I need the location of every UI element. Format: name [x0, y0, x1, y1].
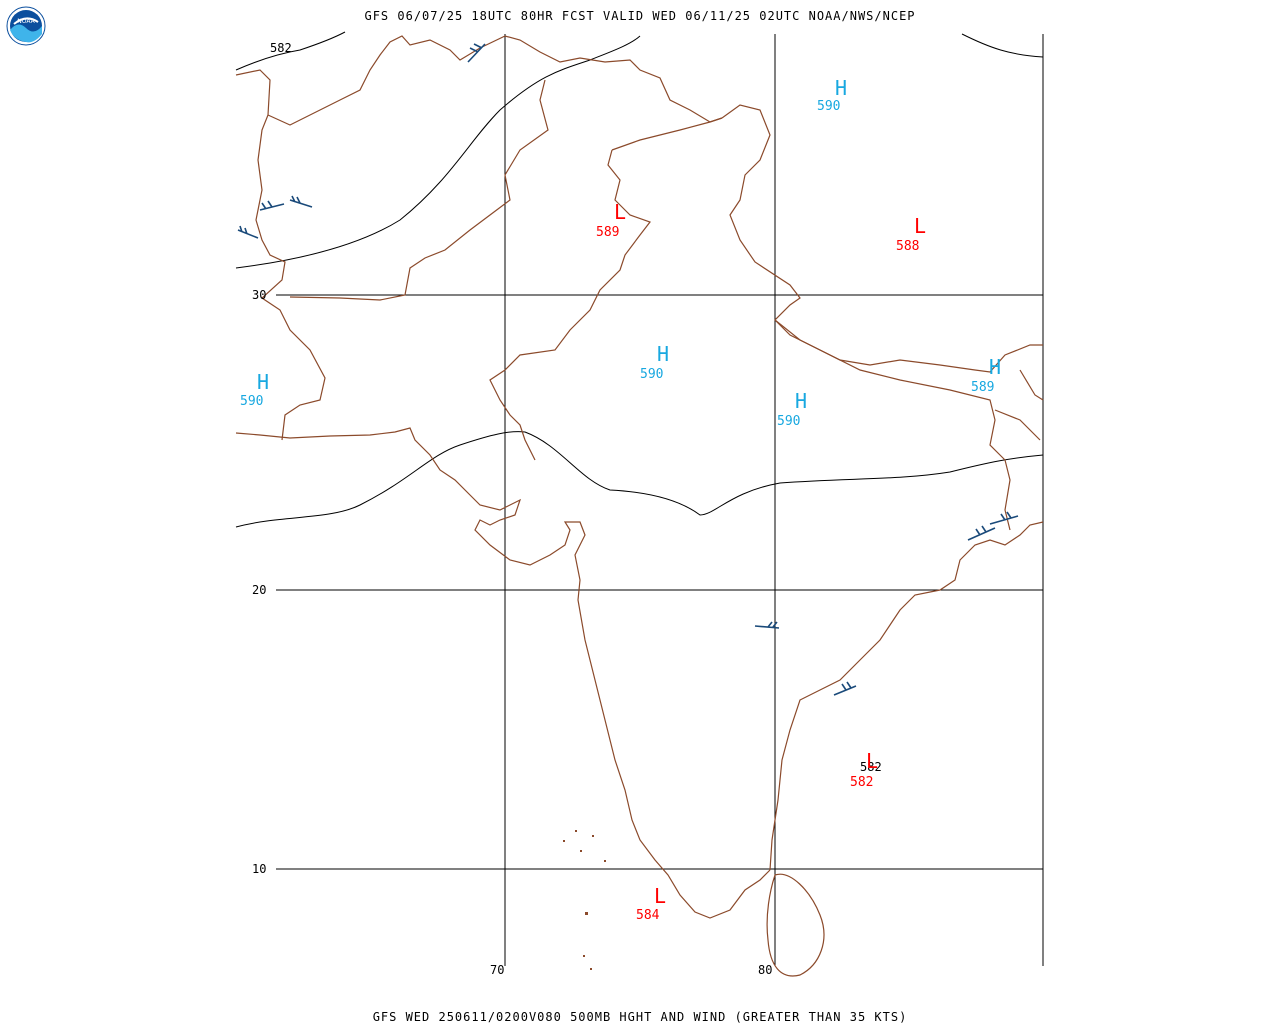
center-symbol: L [866, 749, 878, 773]
center-value: 589 [596, 225, 619, 240]
wind-barbs [237, 43, 1019, 696]
product-description: GFS WED 250611/0200V080 500MB HGHT AND W… [372, 1010, 908, 1024]
center-value: 584 [636, 908, 660, 923]
grid-labels: 30 20 10 70 80 [252, 288, 772, 977]
center-value: 590 [777, 414, 800, 429]
center-value: 590 [240, 394, 263, 409]
center-symbol: H [657, 342, 669, 366]
islands [563, 830, 606, 970]
center-value: 590 [640, 367, 663, 382]
height-contours [235, 31, 1044, 528]
lat-label-20: 20 [252, 583, 266, 597]
center-symbol: H [257, 370, 269, 394]
lat-label-10: 10 [252, 862, 266, 876]
center-value: 588 [896, 239, 919, 254]
lat-label-30: 30 [252, 288, 266, 302]
forecast-title: GFS 06/07/25 18UTC 80HR FCST VALID WED 0… [364, 9, 916, 23]
borders-coastline [235, 35, 1044, 977]
center-symbol: L [654, 884, 666, 908]
center-value: 582 [850, 775, 873, 790]
lon-label-80: 80 [758, 963, 772, 977]
center-symbol: L [914, 214, 926, 238]
contour-label: 582 [270, 41, 292, 55]
noaa-logo-icon: NOAA [6, 6, 46, 46]
grid-lines [276, 34, 1044, 966]
center-value: 590 [817, 99, 840, 114]
center-value: 589 [971, 380, 994, 395]
center-symbol: L [614, 200, 626, 224]
pressure-centers: H 590 L 589 L 588 H 590 H 590 H 590 H 58… [240, 76, 1001, 923]
center-symbol: H [835, 76, 847, 100]
lon-label-70: 70 [490, 963, 504, 977]
contour-labels: 582 582 [270, 41, 882, 774]
center-symbol: H [795, 389, 807, 413]
logo-text: NOAA [17, 18, 35, 25]
contour-label: 582 [860, 760, 882, 774]
center-symbol: H [989, 355, 1001, 379]
